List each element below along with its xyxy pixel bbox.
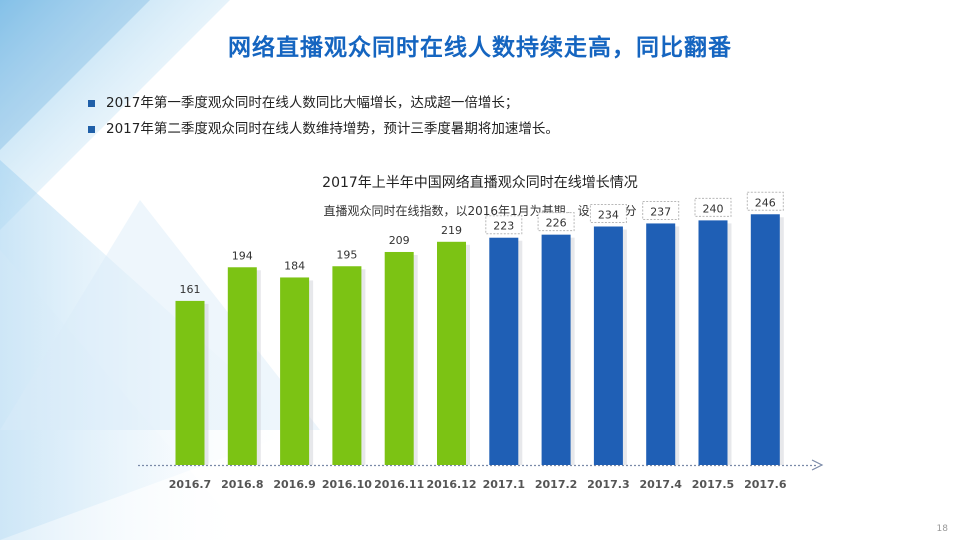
- data-label: 219: [441, 224, 462, 237]
- data-label: 209: [389, 234, 410, 247]
- x-tick-label: 2016.12: [426, 478, 476, 491]
- data-label: 234: [598, 209, 619, 222]
- x-tick-label: 2016.8: [221, 478, 263, 491]
- bar-2017.4: [646, 223, 676, 465]
- data-label-box: [589, 204, 627, 223]
- data-label: 237: [650, 205, 671, 218]
- bullet-item: 2017年第二季度观众同时在线人数维持增势，预计三季度暑期将加速增长。: [88, 116, 559, 142]
- x-tick-label: 2017.4: [639, 478, 682, 491]
- data-label-box: [485, 215, 523, 235]
- data-label: 223: [493, 220, 514, 233]
- bar-2017.2: [541, 234, 571, 465]
- x-tick-label: 2017.6: [744, 478, 787, 491]
- bar-2016.7: [175, 300, 205, 465]
- bar-2016.8: [227, 267, 257, 465]
- x-tick-label: 2016.7: [169, 478, 211, 491]
- bullet-item: 2017年第一季度观众同时在线人数同比大幅增长，达成超一倍增长；: [88, 90, 559, 116]
- x-axis-arrow-icon: [811, 459, 824, 471]
- bar-2017.1: [489, 237, 519, 465]
- bullet-square-icon: [88, 126, 95, 133]
- data-label: 184: [284, 259, 305, 272]
- x-tick-label: 2017.1: [483, 478, 525, 491]
- data-label-box: [642, 200, 680, 220]
- x-tick-label: 2016.9: [273, 478, 315, 491]
- x-tick-label: 2017.3: [587, 478, 629, 491]
- data-label: 226: [546, 217, 567, 230]
- x-tick-label: 2016.10: [322, 478, 372, 491]
- x-tick-label: 2017.2: [535, 478, 577, 491]
- bullet-text: 2017年第二季度观众同时在线人数维持增势，预计三季度暑期将加速增长。: [106, 121, 559, 137]
- data-label: 195: [336, 248, 357, 261]
- bar-2017.3: [593, 226, 623, 465]
- data-label-box: [694, 197, 732, 217]
- x-tick-label: 2016.11: [374, 478, 424, 491]
- bullet-text: 2017年第一季度观众同时在线人数同比大幅增长，达成超一倍增长；: [106, 95, 519, 111]
- bar-2016.12: [437, 241, 466, 465]
- slide-title: 网络直播观众同时在线人数持续走高，同比翻番: [228, 35, 732, 61]
- data-label: 246: [755, 196, 776, 209]
- bullet-square-icon: [88, 100, 95, 107]
- bar-2017.6: [750, 214, 780, 465]
- bar-2016.9: [280, 277, 310, 465]
- bar-2017.5: [698, 220, 728, 465]
- x-tick-label: 2017.5: [692, 478, 734, 491]
- bar-2016.10: [332, 266, 362, 465]
- bar-2016.11: [384, 251, 414, 465]
- data-label: 161: [180, 283, 201, 296]
- data-label-box: [537, 212, 575, 232]
- chart-title: 2017年上半年中国网络直播观众同时在线增长情况: [322, 175, 638, 191]
- data-label: 240: [703, 202, 724, 215]
- page-number: 18: [936, 524, 948, 534]
- data-label: 194: [232, 249, 253, 262]
- data-label-box: [746, 191, 784, 211]
- bullet-list: 2017年第一季度观众同时在线人数同比大幅增长，达成超一倍增长； 2017年第二…: [88, 90, 559, 142]
